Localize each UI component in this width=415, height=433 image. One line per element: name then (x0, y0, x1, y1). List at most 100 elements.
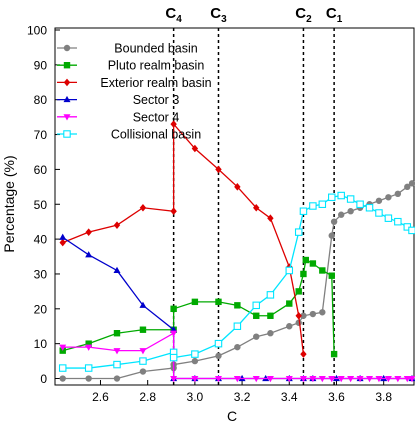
data-point (286, 323, 292, 329)
y-tick-label: 70 (34, 128, 48, 142)
data-point (331, 218, 337, 224)
data-point (170, 331, 177, 337)
data-point (170, 354, 176, 360)
data-point (296, 229, 302, 235)
data-point (300, 271, 306, 277)
y-axis-label: Percentage (%) (1, 155, 17, 252)
data-point (215, 340, 221, 346)
data-point (376, 210, 382, 216)
critical-line-label: C1 (326, 5, 343, 25)
data-point (296, 288, 302, 294)
data-point (234, 323, 240, 329)
data-point (170, 207, 176, 215)
legend-item: Exterior realm basin (57, 76, 212, 90)
legend-item: Pluto realm basin (57, 59, 204, 73)
legend-label: Pluto realm basin (108, 59, 205, 73)
data-point (300, 208, 306, 214)
data-point (319, 267, 325, 273)
data-point (357, 201, 363, 207)
legend-item: Bounded basin (57, 42, 198, 56)
data-point (395, 191, 401, 197)
data-point (300, 350, 306, 358)
data-point (170, 306, 176, 312)
data-series (59, 120, 415, 382)
series (60, 120, 307, 358)
data-point (60, 239, 66, 247)
legend-label: Sector 3 (133, 93, 180, 107)
legend-item: Sector 3 (57, 93, 179, 107)
data-point (192, 351, 198, 357)
data-point (329, 194, 335, 200)
x-tick-label: 2.8 (139, 390, 156, 404)
series (60, 180, 415, 382)
y-tick-label: 100 (27, 24, 47, 38)
x-tick-label: 3.8 (375, 390, 392, 404)
data-point (267, 214, 273, 222)
data-point (140, 327, 146, 333)
critical-line-label: C4 (165, 5, 182, 25)
data-point (286, 300, 292, 306)
data-point (286, 267, 292, 273)
series-line (63, 333, 412, 378)
x-axis-label: C (227, 408, 237, 424)
data-point (338, 212, 344, 218)
legend: Bounded basin Pluto realm basin Exterior r… (57, 42, 212, 142)
data-point (319, 201, 325, 207)
y-tick-label: 50 (34, 198, 48, 212)
data-point (140, 368, 146, 374)
x-tick-label: 2.6 (92, 390, 109, 404)
data-point (253, 333, 259, 339)
data-point (395, 218, 401, 224)
data-point (253, 302, 259, 308)
data-point (114, 221, 120, 229)
data-point (60, 365, 66, 371)
y-tick-label: 10 (34, 337, 48, 351)
y-tick-label: 30 (34, 267, 48, 281)
y-tick-label: 60 (34, 163, 48, 177)
legend-item: Collisional basin (57, 128, 201, 142)
y-tick-label: 0 (40, 372, 47, 386)
legend-label: Bounded basin (114, 42, 197, 56)
data-point (310, 260, 316, 266)
data-point (409, 180, 415, 186)
data-point (234, 344, 240, 350)
data-point (114, 267, 121, 273)
data-point (319, 309, 325, 315)
data-point (85, 251, 92, 257)
data-point (385, 194, 391, 200)
data-point (267, 330, 273, 336)
data-point (376, 198, 382, 204)
x-tick-label: 3.4 (281, 390, 298, 404)
series-line (63, 124, 304, 354)
data-point (114, 361, 120, 367)
data-point (385, 215, 391, 221)
data-point (310, 311, 316, 317)
data-point (114, 330, 120, 336)
series-line (63, 196, 412, 369)
data-point (140, 358, 146, 364)
y-tick-label: 90 (34, 58, 48, 72)
data-point (310, 203, 316, 209)
data-point (192, 299, 198, 305)
data-point (267, 313, 273, 319)
legend-marker (64, 62, 70, 68)
data-point (267, 292, 273, 298)
data-point (60, 375, 66, 381)
x-tick-label: 3.2 (234, 390, 251, 404)
data-point (85, 228, 91, 236)
data-point (215, 299, 221, 305)
data-point (234, 302, 240, 308)
y-tick-label: 80 (34, 93, 48, 107)
data-point (329, 232, 335, 238)
legend-marker (64, 131, 70, 137)
data-point (59, 234, 66, 240)
data-point (85, 375, 91, 381)
y-tick-label: 40 (34, 233, 48, 247)
legend-label: Sector 4 (133, 110, 180, 124)
data-point (253, 313, 259, 319)
legend-label: Exterior realm basin (100, 76, 211, 90)
data-point (192, 358, 198, 364)
series (59, 331, 415, 383)
